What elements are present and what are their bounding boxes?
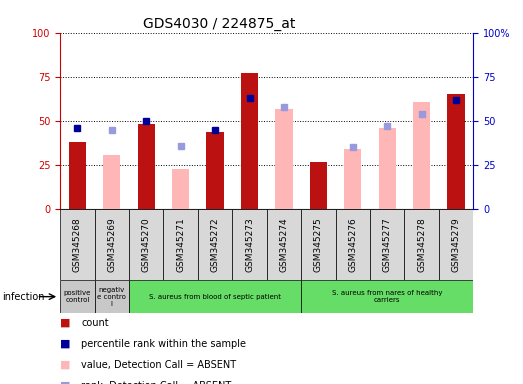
Bar — [60, 280, 95, 313]
Bar — [310, 162, 327, 209]
Text: GSM345277: GSM345277 — [383, 217, 392, 272]
Text: S. aureus from nares of healthy
carriers: S. aureus from nares of healthy carriers — [332, 290, 442, 303]
Text: GSM345274: GSM345274 — [279, 217, 289, 272]
Text: ■: ■ — [60, 381, 71, 384]
Text: GSM345278: GSM345278 — [417, 217, 426, 272]
Bar — [138, 124, 155, 209]
Text: value, Detection Call = ABSENT: value, Detection Call = ABSENT — [81, 360, 236, 370]
Bar — [301, 280, 473, 313]
Text: S. aureus from blood of septic patient: S. aureus from blood of septic patient — [149, 294, 281, 300]
Bar — [301, 209, 336, 280]
Text: negativ
e contro
l: negativ e contro l — [97, 286, 126, 307]
Text: GSM345279: GSM345279 — [451, 217, 461, 272]
Text: positive
control: positive control — [64, 290, 91, 303]
Text: ■: ■ — [60, 318, 71, 328]
Bar — [336, 209, 370, 280]
Bar — [163, 209, 198, 280]
Text: infection: infection — [3, 291, 45, 302]
Text: GSM345271: GSM345271 — [176, 217, 185, 272]
Text: GSM345272: GSM345272 — [211, 217, 220, 272]
Bar — [172, 169, 189, 209]
Text: rank, Detection Call = ABSENT: rank, Detection Call = ABSENT — [81, 381, 231, 384]
Bar — [344, 149, 361, 209]
Bar — [95, 209, 129, 280]
Bar — [439, 209, 473, 280]
Text: GDS4030 / 224875_at: GDS4030 / 224875_at — [143, 17, 296, 31]
Bar — [129, 280, 301, 313]
Text: ■: ■ — [60, 360, 71, 370]
Bar — [448, 94, 465, 209]
Bar — [275, 109, 292, 209]
Text: percentile rank within the sample: percentile rank within the sample — [81, 339, 246, 349]
Bar — [413, 101, 430, 209]
Bar — [69, 142, 86, 209]
Bar — [103, 154, 120, 209]
Text: GSM345273: GSM345273 — [245, 217, 254, 272]
Text: GSM345268: GSM345268 — [73, 217, 82, 272]
Text: GSM345276: GSM345276 — [348, 217, 357, 272]
Bar — [207, 132, 224, 209]
Bar — [95, 280, 129, 313]
Text: GSM345269: GSM345269 — [107, 217, 116, 272]
Bar — [267, 209, 301, 280]
Text: ■: ■ — [60, 339, 71, 349]
Text: count: count — [81, 318, 109, 328]
Text: GSM345270: GSM345270 — [142, 217, 151, 272]
Bar — [60, 209, 95, 280]
Bar — [370, 209, 404, 280]
Bar — [232, 209, 267, 280]
Bar — [241, 73, 258, 209]
Bar — [198, 209, 232, 280]
Bar — [404, 209, 439, 280]
Bar — [379, 128, 396, 209]
Bar — [129, 209, 163, 280]
Text: GSM345275: GSM345275 — [314, 217, 323, 272]
